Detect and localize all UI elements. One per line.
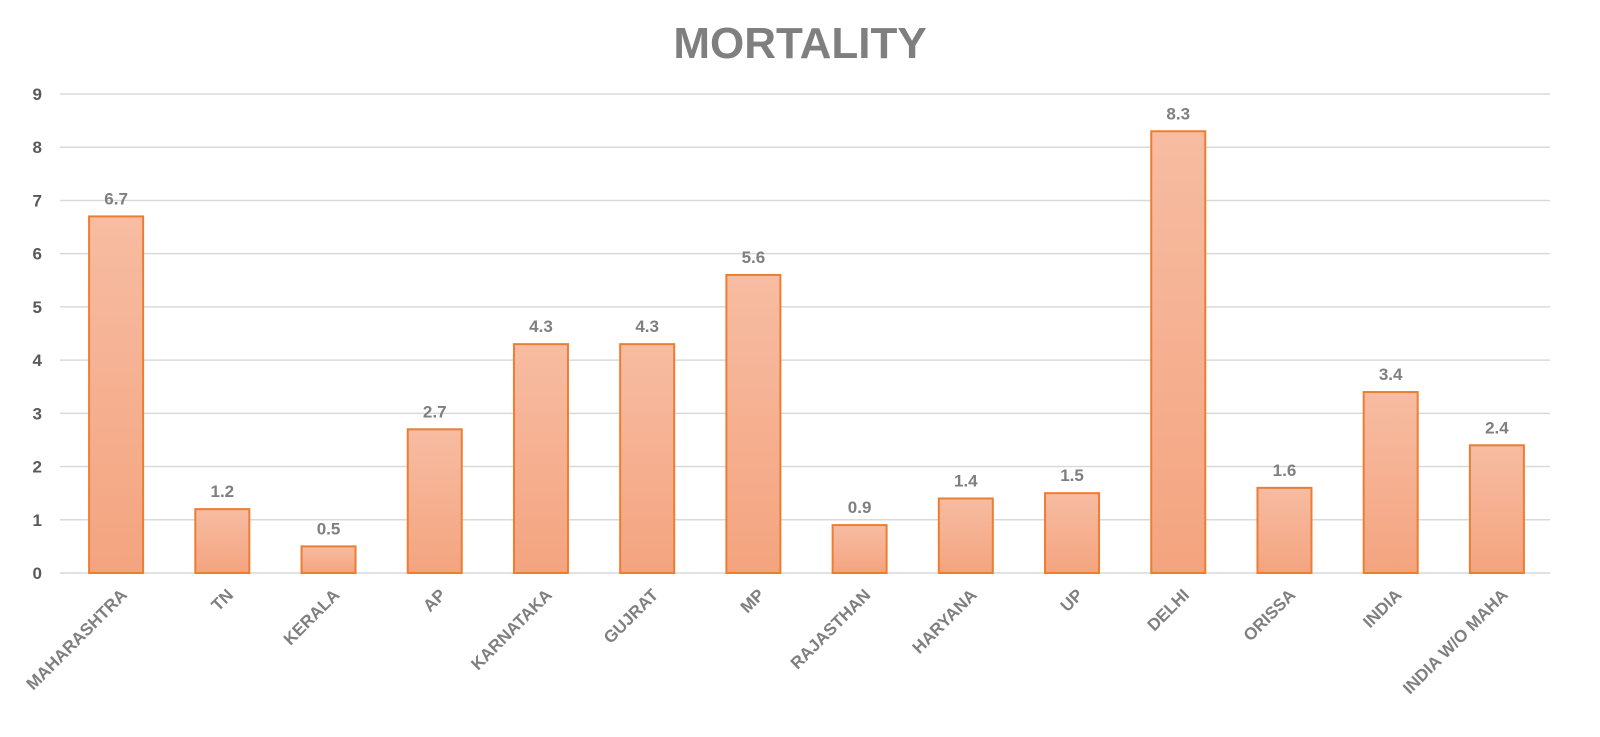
bar [194,508,251,574]
y-tick-label: 4 [33,351,43,370]
x-category-label: DELHI [1144,585,1193,634]
x-category-label: HARYANA [909,585,981,657]
y-tick-label: 0 [33,564,42,583]
data-label: 8.3 [1166,104,1190,123]
y-tick-label: 5 [33,298,42,317]
data-label: 0.5 [317,519,341,538]
bar [1468,444,1525,574]
x-category-label: MP [737,585,768,616]
x-category-label: GUJRAT [600,585,662,647]
bar [831,524,888,574]
data-label: 0.9 [848,498,872,517]
x-category-label: INDIA W/O MAHA [1399,585,1511,697]
data-label: 4.3 [635,317,659,336]
bar [619,343,676,574]
data-label: 1.6 [1273,461,1297,480]
x-category-label: INDIA [1359,585,1405,631]
bar [937,497,994,574]
bar [1150,130,1207,574]
y-tick-label: 7 [33,191,42,210]
chart-title: MORTALITY [673,19,926,68]
x-category-label: KERALA [280,585,344,649]
y-axis-ticks: 0 1 2 3 4 5 6 7 8 9 [33,85,43,583]
bar [88,215,145,575]
y-tick-label: 2 [33,458,42,477]
data-label: 3.4 [1379,365,1403,384]
bar [1044,492,1101,574]
x-category-label: ORISSA [1240,585,1300,645]
data-label: 1.5 [1060,466,1084,485]
bar [406,428,463,574]
x-category-label: RAJASTHAN [787,585,875,673]
y-tick-label: 9 [33,85,42,104]
bars [88,130,1525,575]
bar [1362,391,1419,574]
data-label: 2.4 [1485,418,1509,437]
x-category-label: UP [1057,585,1087,615]
x-axis-categories: MAHARASHTRA TN KERALA AP KARNATAKA GUJRAT MP RA… [23,585,1512,698]
data-label: 6.7 [104,189,128,208]
bar [1256,486,1313,575]
data-label: 4.3 [529,317,553,336]
x-category-label: KARNATAKA [467,585,555,673]
data-label: 5.6 [742,248,766,267]
y-tick-label: 8 [33,138,42,157]
bar [725,273,782,574]
data-label: 1.4 [954,471,978,490]
bar [300,545,357,575]
data-label: 2.7 [423,402,447,421]
x-category-label: TN [208,585,237,614]
bar [512,343,569,574]
x-category-label: MAHARASHTRA [23,585,131,693]
y-tick-label: 3 [33,404,42,423]
x-category-label: AP [419,585,449,615]
y-tick-label: 6 [33,245,42,264]
y-tick-label: 1 [33,511,42,530]
data-labels: 6.7 1.2 0.5 2.7 4.3 4.3 5.6 0.9 1.4 1.5 8.3 1.6 3.4 2… [104,104,1509,538]
data-label: 1.2 [211,482,235,501]
gridlines [60,93,1550,574]
